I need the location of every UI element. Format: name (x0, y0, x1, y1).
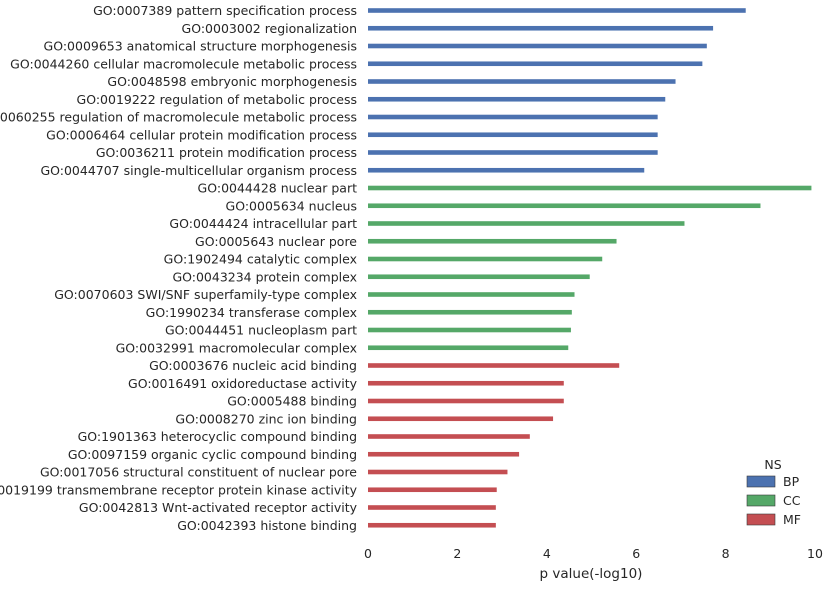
category-label: GO:0003676 nucleic acid binding (149, 358, 357, 373)
legend-title: NS (764, 457, 781, 472)
category-label: GO:0044428 nuclear part (198, 181, 358, 196)
bar-bp (368, 96, 666, 102)
category-label: GO:0048598 embryonic morphogenesis (107, 74, 357, 89)
bar-bp (368, 132, 658, 138)
bar-bp (368, 61, 703, 67)
bar-cc (368, 256, 603, 262)
bar-bp (368, 43, 707, 49)
bar-mf (368, 451, 520, 457)
bar-mf (368, 522, 496, 528)
bar-cc (368, 345, 569, 351)
category-label: GO:0019222 regulation of metabolic proce… (77, 92, 357, 107)
bar-bp (368, 114, 658, 120)
bar-cc (368, 309, 572, 315)
legend-swatch-cc (746, 494, 776, 507)
category-label: GO:0016491 oxidoreductase activity (128, 376, 358, 391)
bars (368, 8, 812, 528)
category-label: GO:0009653 anatomical structure morphoge… (44, 39, 357, 54)
bar-cc (368, 221, 685, 226)
bar-bp (368, 25, 714, 31)
category-label: GO:0097159 organic cyclic compound bindi… (68, 447, 357, 462)
legend-label-bp: BP (783, 474, 800, 489)
category-label: GO:0042813 Wnt-activated receptor activi… (79, 500, 358, 515)
bar-mf (368, 505, 496, 510)
x-axis-ticks: 0 2 4 6 8 10 (364, 546, 823, 561)
legend-swatch-bp (746, 475, 776, 488)
x-axis-title: p value(-log10) (540, 566, 643, 582)
bar-bp (368, 79, 676, 84)
category-label: GO:0005488 binding (227, 394, 357, 409)
x-tick-label: 6 (632, 546, 640, 561)
bar-mf (368, 380, 564, 386)
bar-mf (368, 434, 530, 439)
category-label: GO:0044707 single-multicellular organism… (40, 163, 357, 178)
category-labels: GO:0007389 pattern specification process… (0, 3, 358, 533)
category-label: GO:1902494 catalytic complex (164, 252, 357, 267)
x-tick-label: 2 (453, 546, 461, 561)
bar-mf (368, 487, 497, 493)
bar-cc (368, 292, 575, 297)
category-label: GO:1901363 heterocyclic compound binding (78, 429, 357, 444)
bar-mf (368, 398, 564, 404)
category-label: GO:0003002 regionalization (182, 21, 357, 36)
category-label: GO:0008270 zinc ion binding (175, 411, 357, 426)
category-label: GO:1990234 transferase complex (146, 305, 357, 320)
category-label: GO:0060255 regulation of macromolecule m… (0, 110, 357, 125)
category-label: GO:0044451 nucleoplasm part (165, 323, 357, 338)
bar-cc (368, 274, 590, 280)
category-label: GO:0044260 cellular macromolecule metabo… (10, 56, 357, 71)
category-label: GO:0036211 protein modification process (96, 145, 357, 160)
category-label: GO:0042393 histone binding (177, 518, 357, 533)
category-label: GO:0006464 cellular protein modification… (46, 127, 357, 142)
category-label: GO:0005643 nuclear pore (195, 234, 357, 249)
bar-cc (368, 327, 571, 333)
legend: NS BP CC MF (746, 457, 801, 527)
bar-mf (368, 416, 554, 422)
bar-cc (368, 203, 761, 209)
category-label: GO:0019199 transmembrane receptor protei… (0, 482, 358, 497)
category-label: GO:0005634 nucleus (226, 198, 357, 213)
category-label: GO:0007389 pattern specification process (93, 3, 357, 18)
bar-mf (368, 469, 508, 475)
x-tick-label: 0 (364, 546, 372, 561)
x-tick-label: 8 (722, 546, 730, 561)
bar-bp (368, 150, 658, 155)
bar-cc (368, 238, 617, 244)
category-label: GO:0032991 macromolecular complex (116, 340, 357, 355)
category-label: GO:0070603 SWI/SNF superfamily-type comp… (54, 287, 357, 302)
legend-label-mf: MF (783, 512, 801, 527)
bar-cc (368, 185, 812, 191)
bar-bp (368, 8, 746, 13)
category-label: GO:0017056 structural constituent of nuc… (40, 465, 357, 480)
x-tick-label: 10 (807, 546, 823, 561)
category-label: GO:0043234 protein complex (172, 269, 357, 284)
category-label: GO:0044424 intracellular part (169, 216, 357, 231)
legend-swatch-mf (746, 513, 776, 526)
x-tick-label: 4 (543, 546, 551, 561)
legend-label-cc: CC (783, 493, 801, 508)
bar-mf (368, 363, 620, 368)
bar-bp (368, 167, 645, 173)
